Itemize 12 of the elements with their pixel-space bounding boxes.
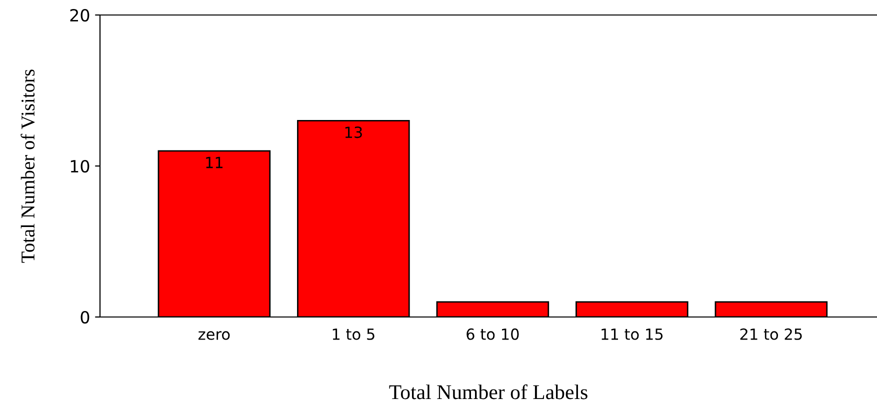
x-tick-label: 1 to 5 bbox=[332, 328, 374, 340]
x-tick-label: 21 to 25 bbox=[740, 328, 802, 340]
data-label: 11 bbox=[206, 156, 222, 168]
x-tick-label: 11 to 15 bbox=[602, 328, 663, 340]
x-tick-label: zero bbox=[198, 331, 230, 340]
data-label: 13 bbox=[345, 126, 362, 138]
y-tick-label: 20 bbox=[70, 8, 90, 22]
y-axis-title: Total Number of Visitors bbox=[20, 70, 35, 263]
y-tick-label: 0 bbox=[80, 310, 90, 324]
x-axis-title: Total Number of Labels bbox=[389, 384, 588, 400]
y-tick-label: 10 bbox=[70, 160, 90, 173]
x-tick-label: 6 to 10 bbox=[466, 328, 519, 340]
